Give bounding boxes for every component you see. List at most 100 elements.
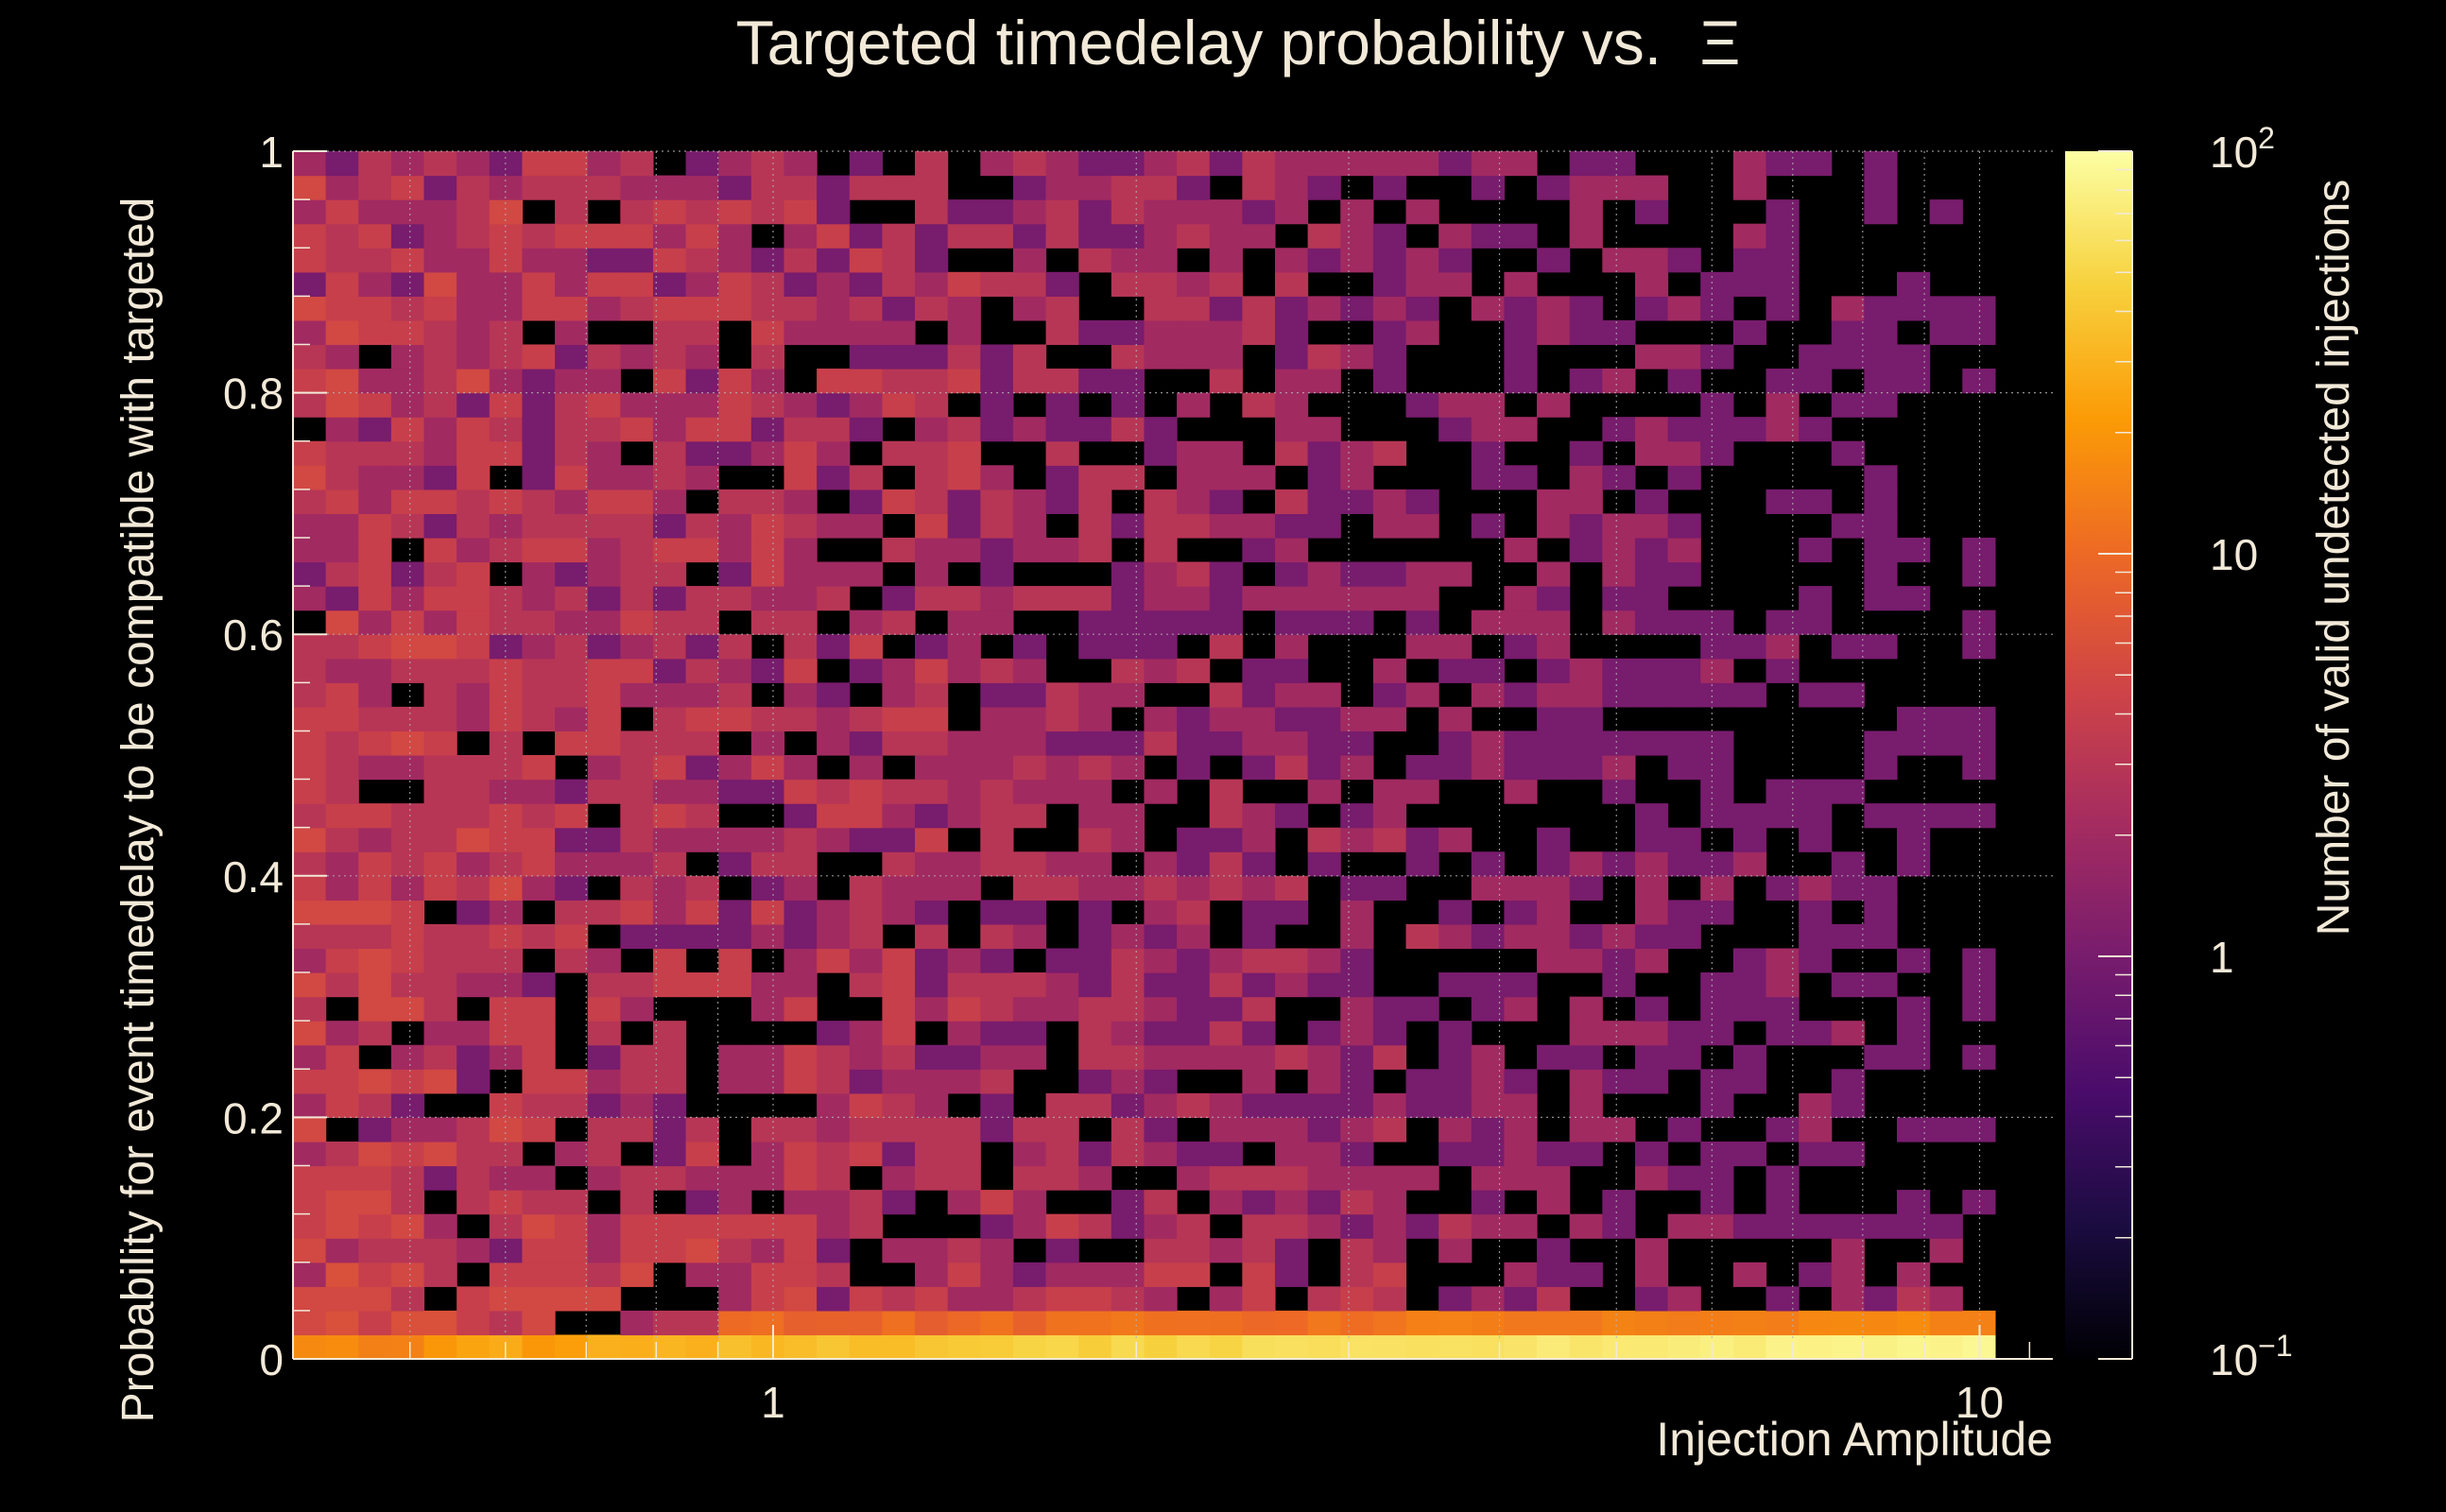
heatmap-cell bbox=[980, 755, 1014, 781]
heatmap-cell bbox=[882, 875, 916, 901]
heatmap-cell bbox=[1307, 706, 1341, 732]
heatmap-cell bbox=[1111, 923, 1145, 950]
heatmap-cell bbox=[784, 296, 818, 321]
heatmap-cell bbox=[882, 851, 916, 877]
heatmap-cell bbox=[1569, 706, 1603, 732]
heatmap-cell bbox=[587, 682, 621, 708]
heatmap-cell bbox=[1242, 1286, 1276, 1312]
heatmap-cell bbox=[390, 1044, 425, 1070]
heatmap-cell bbox=[1405, 996, 1439, 1022]
heatmap-cell bbox=[817, 1165, 851, 1191]
heatmap-cell bbox=[1634, 248, 1669, 273]
heatmap-cell bbox=[587, 465, 621, 490]
heatmap-cell bbox=[1766, 296, 1800, 321]
heatmap-cell bbox=[718, 440, 752, 466]
heatmap-cell bbox=[1799, 803, 1833, 829]
heatmap-cell bbox=[1274, 489, 1309, 514]
heatmap-cell bbox=[750, 513, 785, 539]
heatmap-cell bbox=[1012, 1165, 1047, 1191]
x-axis-label: Injection Amplitude bbox=[1656, 1413, 2053, 1466]
heatmap-cell bbox=[1569, 489, 1603, 514]
heatmap-cell bbox=[1111, 1213, 1145, 1239]
heatmap-cell bbox=[456, 513, 491, 539]
heatmap-cell bbox=[1111, 1069, 1145, 1094]
heatmap-cell bbox=[1602, 755, 1636, 781]
heatmap-cell bbox=[587, 1213, 621, 1239]
heatmap-cell bbox=[1537, 561, 1571, 587]
heatmap-cell bbox=[555, 392, 589, 418]
heatmap-cell bbox=[817, 369, 851, 394]
heatmap-cell bbox=[325, 1213, 359, 1239]
heatmap-cell bbox=[1372, 344, 1407, 369]
heatmap-cell bbox=[1929, 199, 1963, 225]
heatmap-cell bbox=[1372, 1238, 1407, 1263]
heatmap-cell bbox=[358, 392, 392, 418]
heatmap-cell bbox=[1537, 610, 1571, 635]
heatmap-cell bbox=[456, 489, 491, 514]
heatmap-cell bbox=[1274, 706, 1309, 732]
heatmap-cell bbox=[882, 730, 916, 756]
heatmap-cell bbox=[817, 1069, 851, 1094]
heatmap-cell bbox=[1177, 972, 1211, 998]
heatmap-cell bbox=[1602, 923, 1636, 950]
heatmap-cell bbox=[620, 1092, 654, 1118]
heatmap-cell bbox=[1177, 948, 1211, 973]
heatmap-cell bbox=[1831, 319, 1865, 346]
heatmap-cell bbox=[423, 706, 457, 732]
heatmap-cell bbox=[1045, 948, 1079, 973]
heatmap-cell bbox=[1732, 996, 1767, 1022]
heatmap-cell bbox=[718, 392, 752, 418]
heatmap-cell bbox=[1700, 392, 1734, 418]
heatmap-cell bbox=[390, 440, 425, 466]
heatmap-cell bbox=[423, 319, 457, 346]
heatmap-cell bbox=[456, 440, 491, 466]
heatmap-cell bbox=[1177, 1165, 1211, 1191]
heatmap-cell bbox=[1700, 271, 1734, 297]
heatmap-cell bbox=[817, 900, 851, 925]
heatmap-cell bbox=[1242, 1069, 1276, 1094]
heatmap-cell bbox=[1700, 972, 1734, 998]
heatmap-cell bbox=[849, 561, 883, 587]
heatmap-cell bbox=[1504, 875, 1538, 901]
heatmap-cell bbox=[293, 658, 327, 683]
heatmap-cell bbox=[685, 875, 719, 901]
heatmap-cell bbox=[1111, 1262, 1145, 1287]
heatmap-cell bbox=[1274, 537, 1309, 563]
heatmap-cell bbox=[423, 730, 457, 756]
heatmap-cell bbox=[882, 1092, 916, 1118]
heatmap-cell bbox=[1732, 851, 1767, 877]
heatmap-cell bbox=[1274, 755, 1309, 781]
heatmap-cell bbox=[1078, 489, 1112, 514]
heatmap-cell bbox=[817, 392, 851, 418]
heatmap-cell bbox=[1897, 1021, 1931, 1046]
heatmap-cell bbox=[882, 344, 916, 369]
chart-title-group: Targeted timedelay probability vs. Ξ bbox=[736, 8, 1741, 77]
heatmap-cell bbox=[1012, 658, 1047, 683]
heatmap-cell bbox=[423, 271, 457, 297]
heatmap-cell bbox=[817, 513, 851, 539]
heatmap-cell bbox=[1209, 199, 1243, 225]
heatmap-cell bbox=[1504, 779, 1538, 804]
heatmap-cell bbox=[456, 972, 491, 998]
heatmap-cell bbox=[620, 223, 654, 249]
heatmap-cell bbox=[1438, 561, 1473, 587]
heatmap-cell bbox=[1340, 1334, 1374, 1360]
heatmap-cell bbox=[587, 1165, 621, 1191]
heatmap-cell bbox=[555, 1069, 589, 1094]
heatmap-cell bbox=[652, 972, 687, 998]
heatmap-cell bbox=[555, 319, 589, 346]
heatmap-cell bbox=[1569, 755, 1603, 781]
heatmap-cell bbox=[423, 151, 457, 177]
heatmap-cell bbox=[915, 658, 949, 683]
heatmap-cell bbox=[1078, 537, 1112, 563]
heatmap-cell bbox=[1667, 1213, 1701, 1239]
heatmap-cell bbox=[522, 271, 556, 297]
heatmap-cell bbox=[1537, 827, 1571, 852]
heatmap-cell bbox=[1274, 513, 1309, 539]
heatmap-cell bbox=[325, 851, 359, 877]
heatmap-cell bbox=[1012, 489, 1047, 514]
heatmap-cell bbox=[849, 223, 883, 249]
heatmap-cell bbox=[587, 489, 621, 514]
heatmap-cell bbox=[1766, 248, 1800, 273]
heatmap-cell bbox=[947, 1117, 981, 1143]
